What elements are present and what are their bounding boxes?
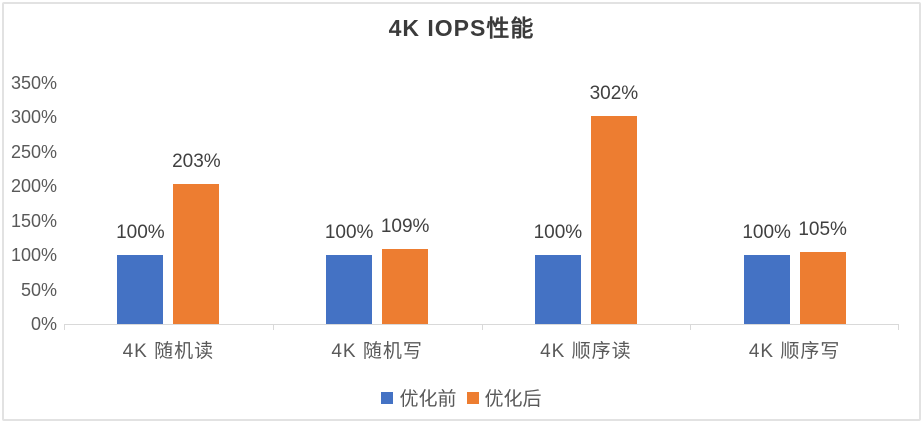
y-axis-tick-label: 0% [30,314,57,334]
bar: 100% [742,222,791,324]
bar: 109% [381,216,429,324]
bar-group: 100% 302% [482,83,691,324]
bar: 100% [534,222,582,324]
bar-value-label: 203% [172,151,221,173]
chart-card: 4K IOPS性能 0% 50% 100% 150% 200% 250% 300% 350% … [2,2,921,421]
bar: 100% [325,222,373,324]
bar: 302% [590,83,638,324]
bar-group: 100% 203% [64,83,273,324]
bar-value-label: 100% [324,222,374,244]
bar-value-label: 109% [380,215,430,237]
bar: 100% [116,222,165,324]
y-axis-tick-label: 200% [10,176,57,197]
x-axis-tick [64,324,65,330]
y-axis-tick-label: 350% [10,73,57,93]
bar: 105% [798,219,847,324]
bar-group: 100% 109% [273,83,482,324]
x-axis-category-label: 4K 随机写 [331,341,423,362]
y-axis-tick-label: 150% [10,210,57,231]
y-axis-tick-label: 50% [20,279,57,300]
legend-label: 优化前 [399,389,457,410]
x-axis-tick [690,324,692,330]
bar-value-label: 100% [533,222,583,244]
legend: 优化前 优化后 [4,384,919,411]
legend-label: 优化后 [484,389,542,410]
x-axis-category-label: 4K 顺序读 [540,341,632,362]
y-axis-tick-label: 250% [10,141,57,162]
legend-item: 优化后 [466,384,542,411]
bar-value-label: 302% [589,83,639,105]
x-axis-tick [481,324,483,330]
x-axis-category-label: 4K 随机读 [122,341,215,362]
plot-area: 100% 203% 100% 109% 100% 302% 100% 105% [64,83,899,330]
bar-group: 100% 105% [690,83,899,324]
y-axis-tick-label: 100% [10,245,57,266]
y-axis: 0% 50% 100% 150% 200% 250% 300% 350% [4,4,57,428]
x-axis-tick [898,324,899,330]
legend-item: 优化前 [381,384,457,411]
chart-title: 4K IOPS性能 [388,15,535,41]
y-axis-tick-label: 300% [10,107,57,128]
bar-value-label: 100% [116,222,165,244]
bar-value-label: 105% [798,218,847,240]
legend-swatch [381,391,394,404]
bar-value-label: 100% [742,222,791,244]
bar: 203% [172,151,221,324]
legend-swatch [466,391,479,404]
x-axis-category-label: 4K 顺序写 [748,341,841,362]
x-axis-tick [272,324,274,330]
